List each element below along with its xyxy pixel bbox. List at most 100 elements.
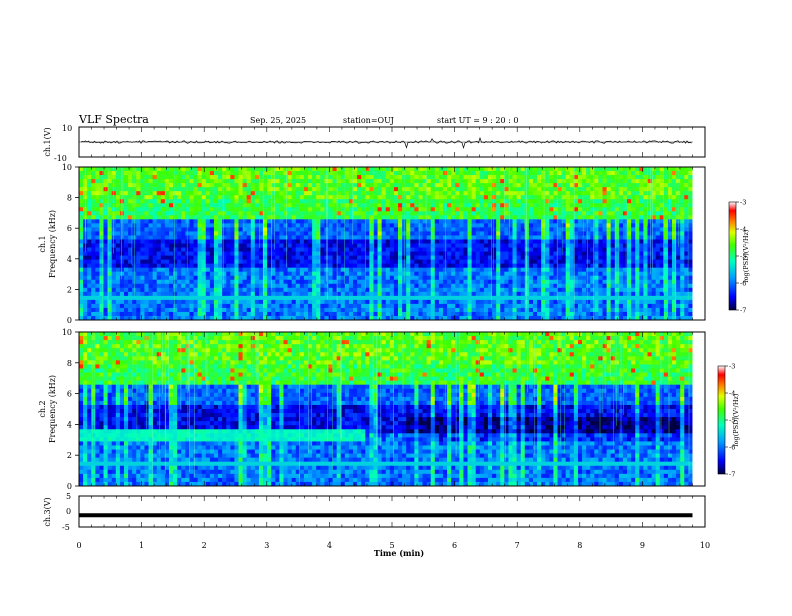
spec1-cell <box>439 195 443 199</box>
spec1-cell <box>435 300 439 304</box>
spec1-cell <box>541 308 545 312</box>
spec1-cell <box>386 256 390 260</box>
spec1-cell <box>537 167 541 171</box>
spec1-cell <box>578 191 582 195</box>
spec1-cell <box>517 292 521 296</box>
spec1-cell <box>128 292 132 296</box>
spec1-cell <box>533 248 537 252</box>
spec1-cell <box>455 231 459 235</box>
spec1-cell <box>210 199 214 203</box>
spec1-cell <box>165 183 169 187</box>
spec1-cell <box>177 179 181 183</box>
spec1-cell <box>328 252 332 256</box>
spec1-cell <box>112 211 116 215</box>
spec1-cell <box>451 195 455 199</box>
spec1-cell <box>447 207 451 211</box>
spec1-cell <box>292 260 296 264</box>
spec1-cell <box>99 300 103 304</box>
spec1-cell <box>112 235 116 239</box>
spec1-cell <box>275 300 279 304</box>
spec1-cell <box>492 312 496 316</box>
spec1-cell <box>165 203 169 207</box>
spec1-cell <box>504 171 508 175</box>
spec1-cell <box>210 260 214 264</box>
spec1-cell <box>361 276 365 280</box>
spec1-cell <box>320 195 324 199</box>
spec1-cell <box>349 252 353 256</box>
spec1-cell <box>234 296 238 300</box>
spec1-cell <box>206 256 210 260</box>
spec1-cell <box>357 195 361 199</box>
spec1-cell <box>541 276 545 280</box>
spec1-cell <box>87 248 91 252</box>
spec1-cell <box>349 260 353 264</box>
spec1-cell <box>304 211 308 215</box>
spec1-cell <box>218 187 222 191</box>
spec1-cell <box>451 280 455 284</box>
spec1-cell <box>390 292 394 296</box>
spec1-cell <box>328 280 332 284</box>
spec1-cell <box>451 199 455 203</box>
spec1-cell <box>500 223 504 227</box>
spec1-cell <box>484 244 488 248</box>
spec1-cell <box>529 248 533 252</box>
spec1-cell <box>189 183 193 187</box>
spec1-cell <box>222 272 226 276</box>
spec1-cell <box>222 260 226 264</box>
spec1-cell <box>194 239 198 243</box>
spec1-cell <box>545 304 549 308</box>
spec1-cell <box>537 219 541 223</box>
spec1-cell <box>296 268 300 272</box>
spec1-cell <box>603 179 607 183</box>
spec1-cell <box>333 256 337 260</box>
spec1-cell <box>382 191 386 195</box>
spec1-cell <box>345 175 349 179</box>
spec1-cell <box>435 175 439 179</box>
spec1-cell <box>611 268 615 272</box>
spec1-cell <box>472 248 476 252</box>
spec1-cell <box>353 219 357 223</box>
spec1-cell <box>214 215 218 219</box>
spec1-cell <box>451 211 455 215</box>
spec1-cell <box>578 288 582 292</box>
spec1-cell <box>508 235 512 239</box>
spec1-cell <box>161 252 165 256</box>
spec1-cell <box>104 248 108 252</box>
spec1-cell <box>570 312 574 316</box>
spec1-cell <box>243 203 247 207</box>
spec1-cell <box>79 179 83 183</box>
spec1-cell <box>431 308 435 312</box>
spec1-cell <box>79 219 83 223</box>
spec1-cell <box>607 304 611 308</box>
spec1-cell <box>292 252 296 256</box>
spec1-cell <box>345 276 349 280</box>
spec1-cell <box>206 304 210 308</box>
spec1-cell <box>292 239 296 243</box>
spec1-cell <box>210 264 214 268</box>
spec1-cell <box>586 268 590 272</box>
spec1-cell <box>525 187 529 191</box>
spec1-cell <box>488 227 492 231</box>
spec1-cell <box>263 183 267 187</box>
spec1-cell <box>210 308 214 312</box>
spec1-cell <box>492 256 496 260</box>
spec1-cell <box>504 300 508 304</box>
spec1-cell <box>243 252 247 256</box>
spec1-cell <box>480 191 484 195</box>
spec1-cell <box>537 171 541 175</box>
spec1-cell <box>83 288 87 292</box>
spec1-cell <box>316 300 320 304</box>
spec1-cell <box>545 252 549 256</box>
spec1-cell <box>234 244 238 248</box>
spec1-cell <box>488 292 492 296</box>
spec1-cell <box>104 195 108 199</box>
spec1-cell <box>161 219 165 223</box>
spec1-cell <box>373 252 377 256</box>
spec1-cell <box>124 167 128 171</box>
spec1-cell <box>161 280 165 284</box>
spec1-cell <box>586 252 590 256</box>
spec1-cell <box>455 296 459 300</box>
spec1-cell <box>210 191 214 195</box>
spec1-cell <box>517 175 521 179</box>
spec1-cell <box>386 272 390 276</box>
